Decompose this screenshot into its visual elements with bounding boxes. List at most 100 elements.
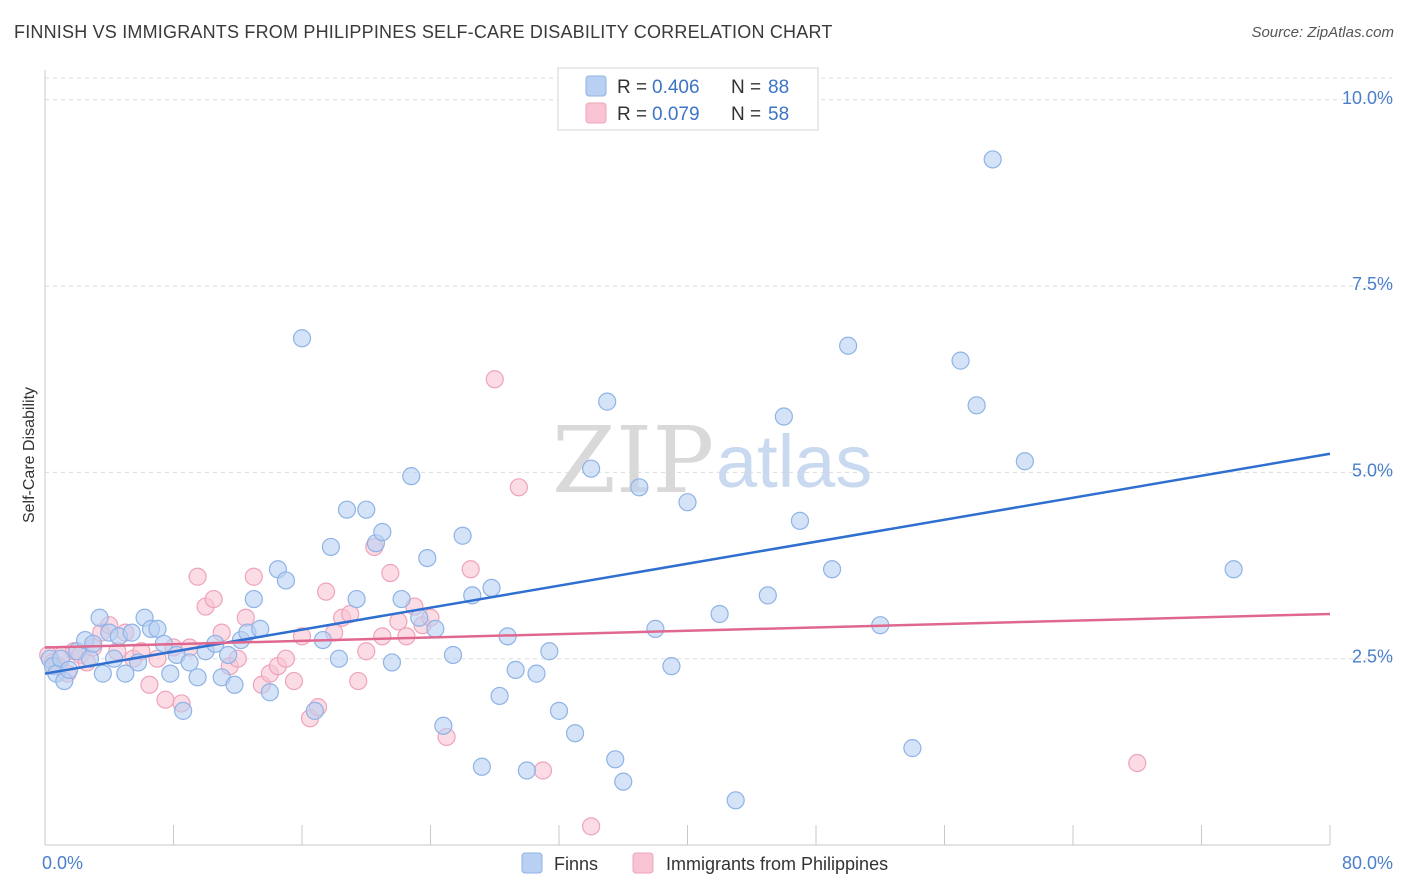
- chart-title: FINNISH VS IMMIGRANTS FROM PHILIPPINES S…: [14, 22, 833, 42]
- y-tick-label: 7.5%: [1352, 274, 1393, 294]
- finns-point: [482, 578, 501, 598]
- finns-point: [392, 589, 411, 609]
- finns-point: [540, 642, 559, 661]
- philippines-point: [373, 627, 392, 646]
- finns-point: [565, 724, 585, 743]
- finns-point: [790, 511, 810, 530]
- philippines-point: [188, 567, 207, 586]
- x-ticks: [44, 825, 1331, 845]
- finns-point: [606, 750, 625, 769]
- finns-point: [347, 589, 366, 609]
- finns-point: [1224, 560, 1243, 579]
- legend-r-philippines: 0.079: [652, 104, 700, 125]
- finns-point: [951, 351, 970, 370]
- philippines-point: [461, 560, 480, 579]
- philippines-point: [582, 817, 601, 836]
- finns-point: [122, 623, 141, 642]
- finns-point: [90, 608, 109, 627]
- finns-point: [337, 500, 357, 519]
- finns-point: [219, 645, 238, 665]
- legend-n-label-finns: N =: [731, 77, 761, 98]
- legend-r-finns: 0.406: [652, 77, 700, 98]
- finns-point: [373, 522, 392, 542]
- philippines-point: [485, 370, 504, 389]
- finns-point: [180, 653, 199, 672]
- legend-n-philippines: 58: [768, 104, 789, 125]
- finns-point: [549, 701, 569, 720]
- philippines-point: [349, 671, 368, 691]
- finns-point: [678, 493, 697, 512]
- finns-point: [418, 549, 437, 568]
- finns-points: [40, 150, 1243, 810]
- finns-point: [517, 761, 536, 780]
- philippines-point: [357, 642, 376, 661]
- y-tick-label: 5.0%: [1352, 460, 1393, 480]
- philippines-point: [381, 563, 400, 583]
- finns-point: [967, 396, 986, 415]
- philippines-point: [316, 582, 336, 601]
- legend-n-finns: 88: [768, 77, 789, 98]
- finns-point: [1015, 452, 1034, 471]
- finns-point: [382, 653, 402, 672]
- bottom-legend-swatch-philippines: [632, 852, 654, 874]
- philippines-point: [284, 671, 304, 691]
- finns-point: [983, 150, 1002, 169]
- philippines-point: [156, 690, 175, 709]
- legend: R = 0.406 N = 88 R = 0.079 N = 58: [557, 67, 819, 131]
- finns-point: [104, 649, 124, 668]
- finns-point: [472, 757, 491, 776]
- finns-point: [292, 329, 312, 348]
- finns-point: [357, 500, 376, 519]
- finns-point: [662, 657, 681, 676]
- finns-point: [839, 336, 858, 355]
- philippines-trend-line: [44, 612, 1331, 649]
- finns-point: [710, 604, 729, 624]
- bottom-legend-philippines: Immigrants from Philippines: [666, 854, 888, 874]
- y-tick-labels: 2.5% 5.0% 7.5% 10.0%: [1342, 88, 1393, 667]
- y-axis-label: Self-Care Disability: [21, 387, 38, 523]
- finns-point: [161, 664, 180, 683]
- x-tick-label-min: 0.0%: [42, 853, 83, 873]
- finns-point: [225, 675, 244, 694]
- finns-point: [188, 668, 207, 687]
- finns-point: [506, 660, 525, 679]
- finns-point: [490, 686, 509, 706]
- finns-point: [646, 619, 665, 638]
- finns-point: [174, 701, 193, 720]
- finns-point: [614, 772, 633, 791]
- bottom-legend: Finns Immigrants from Philippines: [521, 852, 888, 874]
- philippines-point: [397, 627, 416, 646]
- finns-point: [822, 560, 842, 579]
- legend-r-label-philippines: R =: [617, 104, 647, 125]
- philippines-point: [1128, 753, 1147, 773]
- y-tick-label: 10.0%: [1342, 88, 1393, 108]
- finns-point: [244, 589, 263, 609]
- x-tick-label-max: 80.0%: [1342, 853, 1393, 873]
- finns-trend-line: [44, 452, 1331, 675]
- finns-point: [426, 619, 445, 638]
- bottom-legend-swatch-finns: [521, 852, 543, 874]
- philippines-point: [533, 761, 553, 780]
- finns-point: [726, 791, 745, 810]
- philippines-point: [276, 649, 296, 668]
- philippines-point: [140, 675, 159, 694]
- watermark-atlas: atlas: [716, 420, 872, 503]
- philippines-point: [389, 612, 408, 631]
- finns-point: [116, 664, 135, 683]
- finns-point: [321, 537, 341, 557]
- legend-swatch-finns: [585, 75, 607, 97]
- finns-point: [305, 701, 324, 720]
- source-label: Source: ZipAtlas.com: [1251, 24, 1394, 41]
- finns-point: [903, 739, 922, 758]
- trend-lines: [44, 452, 1331, 675]
- finns-point: [527, 664, 546, 683]
- legend-r-label-finns: R =: [617, 77, 647, 98]
- philippines-point: [509, 478, 528, 497]
- finns-point: [260, 683, 279, 702]
- finns-point: [84, 634, 103, 653]
- finns-point: [329, 649, 349, 668]
- bottom-legend-finns: Finns: [554, 854, 598, 874]
- finns-point: [93, 664, 112, 683]
- finns-point: [453, 526, 472, 545]
